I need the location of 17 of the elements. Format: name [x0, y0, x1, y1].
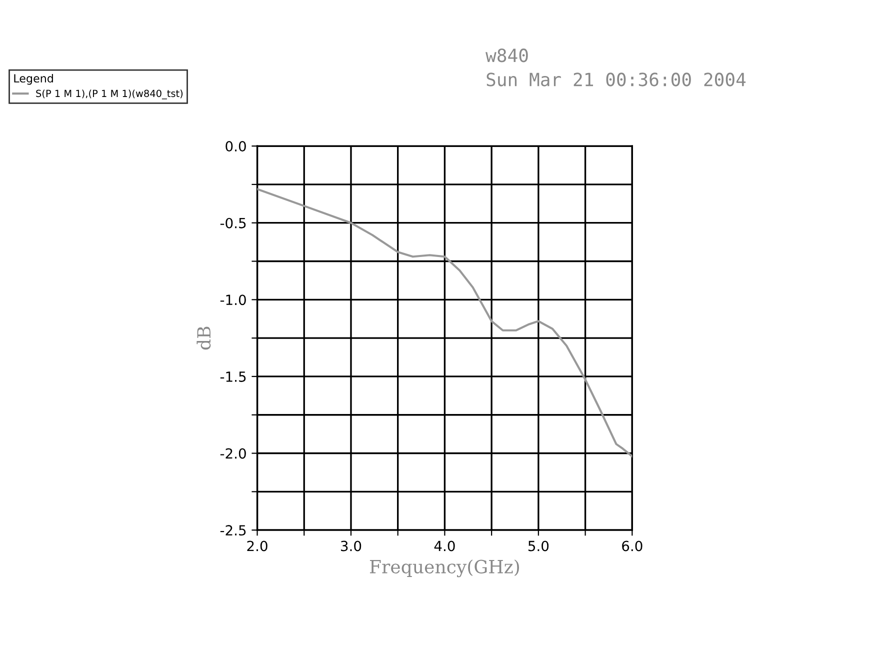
- y-tick-label: -1.5: [220, 372, 246, 382]
- x-tick-label: 5.0: [528, 540, 549, 552]
- legend-label: S(P 1 M 1),(P 1 M 1)(w840_tst): [36, 90, 183, 100]
- y-tick-label: 0.0: [226, 141, 246, 152]
- x-tick-label: 3.0: [340, 540, 362, 552]
- y-tick-label: -0.5: [220, 218, 246, 228]
- x-axis-title: Frequency(GHz): [370, 559, 519, 578]
- x-tick-label: 2.0: [247, 540, 268, 552]
- y-tick-label: -1.0: [220, 294, 246, 306]
- y-axis-title: dB: [196, 326, 211, 350]
- chart-subtitle: Sun Mar 21 00:36:00 2004: [486, 72, 746, 86]
- legend-title: Legend: [14, 74, 53, 85]
- x-tick-label: 4.0: [434, 540, 455, 552]
- y-tick-label: -2.5: [220, 525, 246, 536]
- y-tick-label: -2.0: [220, 448, 246, 459]
- chart-title: w840: [486, 48, 528, 62]
- x-tick-label: 6.0: [622, 540, 642, 552]
